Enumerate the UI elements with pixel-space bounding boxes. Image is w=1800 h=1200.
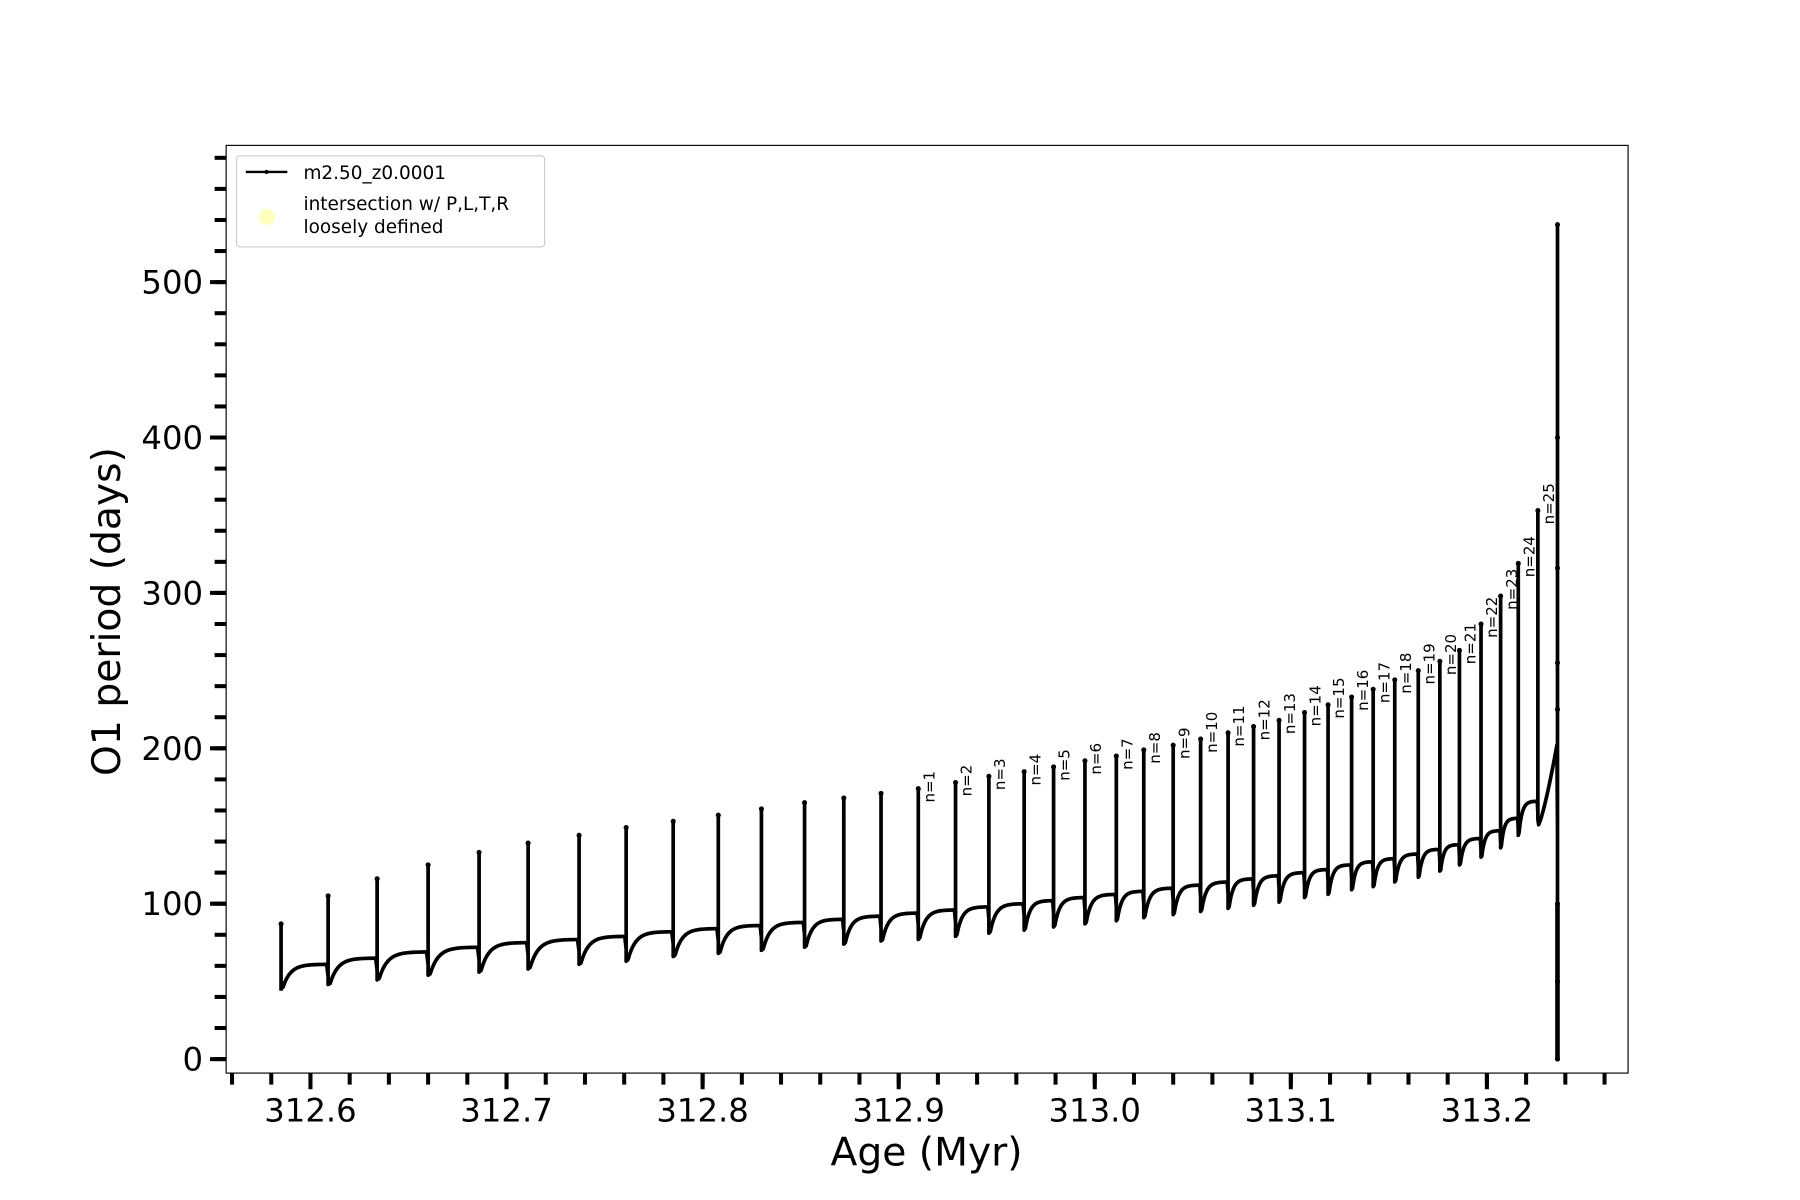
pulse-label: n=10: [1203, 712, 1221, 753]
final-spike-point: [1554, 660, 1561, 666]
pulse-label: n=15: [1330, 677, 1348, 718]
y-tick-label: 500: [141, 264, 203, 302]
pulse-label: n=21: [1462, 623, 1480, 664]
legend: m2.50_z0.0001 intersection w/ P,L,T,R lo…: [235, 155, 546, 248]
legend-frame: [235, 155, 546, 248]
x-tick-label: 312.6: [264, 1092, 356, 1130]
x-tick-label: 312.8: [656, 1092, 748, 1130]
y-tick-label: 400: [141, 419, 203, 457]
pulse-label: n=25: [1540, 483, 1558, 524]
x-tick-label: 313.1: [1245, 1092, 1337, 1130]
final-spike-point: [1554, 1056, 1561, 1062]
legend-dot-marker: [264, 169, 269, 174]
final-spike-point: [1554, 222, 1561, 228]
final-spike-point: [1554, 565, 1561, 571]
pulse-label: n=6: [1087, 743, 1105, 775]
pulse-label: n=22: [1483, 597, 1501, 638]
y-tick-label: 200: [141, 730, 203, 768]
pulse-label: n=19: [1420, 643, 1438, 684]
plot-marks: n=1 n=2 n=3 n=4 n=5 n=6 n=7 n=8 n=9 n=10 n=11 n=12 n…: [278, 222, 1561, 1062]
y-tick-label: 300: [141, 574, 203, 612]
pulse-label: n=2: [958, 765, 976, 797]
series-line: [279, 222, 1560, 1060]
pulse-label: n=23: [1503, 569, 1521, 610]
final-spike-point: [1554, 978, 1561, 984]
legend-label-series: m2.50_z0.0001: [303, 163, 446, 184]
pulse-label: n=1: [920, 771, 938, 803]
pulse-label: n=5: [1056, 749, 1074, 781]
plot-frame: [225, 144, 1629, 1074]
pulse-label: n=8: [1146, 732, 1164, 764]
final-spike-point: [1554, 706, 1561, 712]
legend-label-intersection-line1: intersection w/ P,L,T,R: [303, 194, 509, 215]
x-tick-label: 313.2: [1441, 1092, 1533, 1130]
x-axis: 312.6 312.7 312.8 312.9 313.0 313.1 313.2: [230, 1073, 1607, 1130]
pulse-label: n=18: [1397, 653, 1415, 694]
y-axis: 0 100 200 300 400 500: [141, 155, 227, 1079]
pulse-label: n=17: [1375, 662, 1393, 703]
pulse-label: n=16: [1354, 670, 1372, 711]
pulse-label: n=11: [1230, 705, 1248, 746]
pulse-label: n=24: [1520, 536, 1538, 577]
pulse-label: n=20: [1442, 634, 1460, 675]
x-tick-label: 312.7: [460, 1092, 552, 1130]
y-axis-label: O1 period (days): [85, 447, 130, 776]
pulse-label: n=14: [1307, 685, 1325, 726]
legend-label-intersection-line2: loosely defined: [303, 217, 443, 238]
final-spike-point: [1554, 434, 1561, 441]
pulse-label: n=4: [1026, 754, 1044, 786]
pulse-label: n=13: [1281, 693, 1299, 734]
pulse-label: n=3: [991, 758, 1009, 790]
pulse-label: n=12: [1256, 699, 1274, 740]
x-axis-label: Age (Myr): [830, 1130, 1022, 1175]
pulse-label: n=7: [1118, 738, 1136, 770]
x-tick-label: 313.0: [1049, 1092, 1141, 1130]
final-spike-point: [1554, 901, 1561, 907]
y-tick-label: 0: [183, 1041, 204, 1079]
legend-circle-marker: [258, 208, 275, 225]
y-tick-label: 100: [141, 885, 203, 923]
pulse-label: n=9: [1175, 727, 1193, 759]
x-tick-label: 312.9: [852, 1092, 944, 1130]
